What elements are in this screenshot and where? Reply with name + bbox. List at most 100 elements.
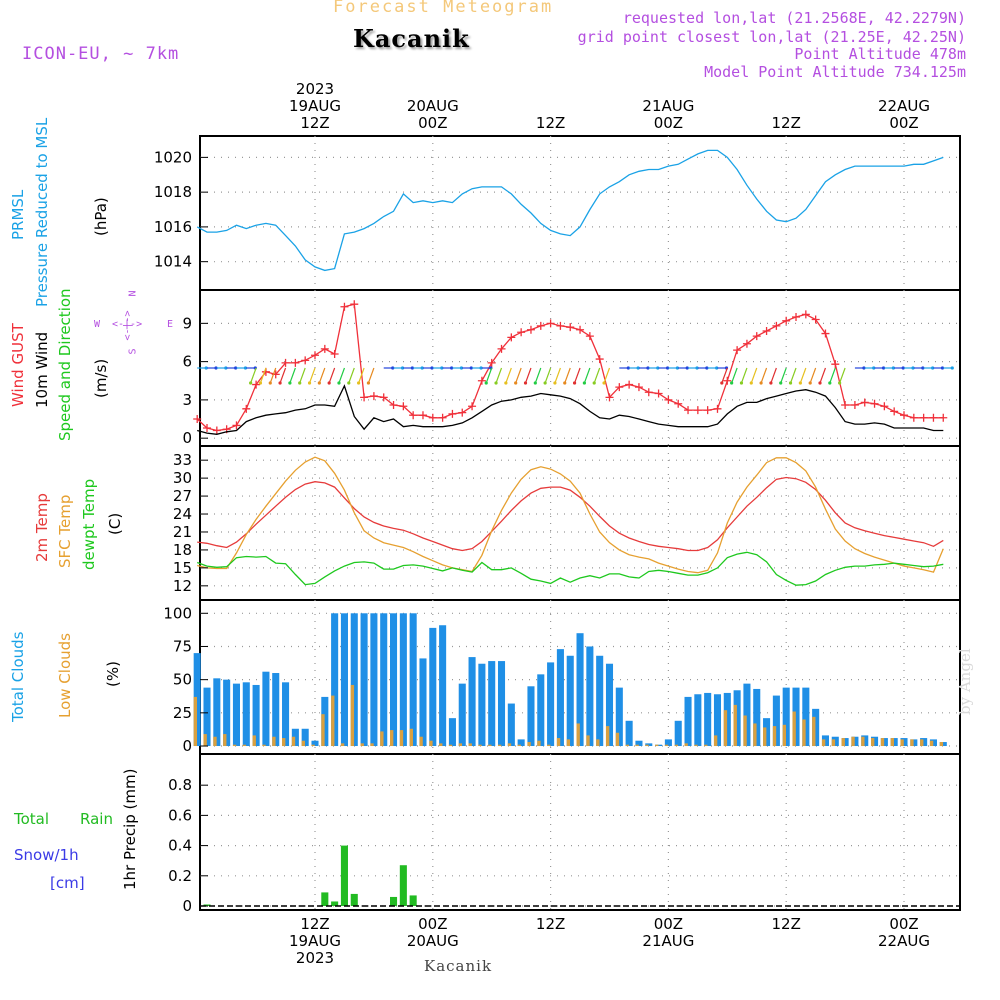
wind-arrow-head — [592, 381, 596, 385]
temp-unit: (C) — [106, 512, 124, 535]
gust-point — [252, 380, 261, 389]
wind-direction-arrow — [289, 367, 296, 384]
total-clouds-bar — [370, 613, 378, 747]
point-altitude: Point Altitude 478m — [794, 45, 966, 63]
gust-point — [340, 302, 349, 311]
low-clouds-bar — [871, 738, 875, 747]
wind-direction-arrow — [534, 367, 542, 384]
low-clouds-bar — [802, 719, 806, 747]
gust-point — [811, 315, 820, 324]
pressure-ytick-label: 1016 — [154, 218, 192, 236]
wind-arrow-head — [317, 381, 321, 385]
wind-arrow-head — [307, 381, 312, 385]
low-clouds-bar — [655, 744, 659, 747]
total-clouds-bar — [213, 678, 221, 747]
wind-direction-arrow — [564, 367, 571, 384]
wind-arrow-head — [563, 381, 567, 385]
temp-ytick-label: 12 — [173, 577, 192, 595]
low-clouds-bar — [851, 736, 855, 747]
gust-point — [242, 404, 251, 413]
watermark: by Angel — [956, 648, 974, 715]
wind-direction-arrow — [308, 367, 316, 384]
low-clouds-bar — [399, 730, 404, 747]
gust-point — [634, 383, 643, 392]
wind-arrow-head — [818, 381, 822, 385]
clouds-ytick-label: 25 — [173, 704, 192, 722]
low-clouds-bar — [645, 744, 649, 747]
temp-ytick-label: 15 — [173, 559, 192, 577]
low-clouds-bar — [723, 710, 728, 747]
bottom-time-label: 12Z — [772, 915, 801, 933]
gust-point — [605, 393, 614, 402]
compass-icon: N S W E <-|-> <-|-> — [90, 287, 180, 362]
total-clouds-bar — [920, 738, 928, 747]
total-clouds-bar — [812, 708, 820, 747]
gust-point — [742, 339, 751, 348]
low-clouds-bar — [861, 736, 865, 747]
low-clouds-bar — [389, 730, 394, 747]
gust-point — [477, 376, 486, 385]
wind-direction-arrow — [839, 367, 846, 384]
wind-direction-arrow — [279, 367, 287, 384]
wind-arrow-head — [494, 381, 498, 385]
wind-arrow-head — [788, 381, 793, 385]
gust-point — [448, 409, 457, 418]
grid-point-location: grid point closest lon,lat (21.25E, 42.2… — [577, 28, 966, 46]
total-clouds-bar — [713, 694, 722, 747]
wind-direction-arrow — [574, 367, 581, 384]
total-clouds-bar — [596, 655, 604, 747]
low-clouds-bar — [929, 740, 934, 747]
wind-direction-label: Speed and Direction — [56, 288, 74, 441]
wind-arrow-head — [479, 366, 483, 370]
compass-west: W — [94, 319, 101, 330]
clouds-ytick-label: 0 — [182, 737, 192, 755]
low-clouds-bar — [301, 740, 305, 747]
low-clouds-bar — [920, 739, 924, 747]
total-clouds-bar — [547, 662, 555, 747]
total-clouds-bar — [262, 671, 270, 747]
bottom-time-label: 19AUG — [289, 932, 341, 950]
low-clouds-bar — [272, 736, 276, 747]
compass-vertical-arrow: <-|-> — [122, 310, 134, 341]
low-clouds-bar — [586, 735, 590, 747]
total-clouds-bar — [655, 744, 663, 747]
total-clouds-bar — [232, 683, 241, 747]
gust-point — [546, 319, 555, 328]
low-clouds-bar — [193, 696, 198, 747]
total-clouds-bar — [625, 720, 633, 747]
precip-panel-frame — [199, 753, 961, 911]
total-clouds-bar — [429, 627, 437, 747]
temp-2m-temp-line — [197, 476, 944, 552]
wind-arrow-head — [420, 366, 424, 370]
wind-direction-arrow — [780, 367, 787, 384]
gust-label: Wind GUST — [9, 323, 27, 407]
low-clouds-bar — [468, 743, 472, 747]
bottom-time-label: 21AUG — [642, 932, 694, 950]
total-clouds-bar — [301, 728, 309, 747]
low-clouds-bar — [753, 723, 757, 747]
low-clouds-bar — [360, 743, 364, 747]
wind-arrow-head — [450, 366, 454, 370]
total-clouds-bar — [871, 736, 879, 747]
wind-arrow-head — [739, 381, 744, 385]
gust-point — [850, 401, 859, 409]
wind-arrow-head — [705, 366, 709, 370]
low-clouds-bar — [615, 732, 620, 747]
wind-arrow-head — [901, 366, 905, 370]
total-clouds-bar — [753, 688, 761, 747]
total-clouds-bar — [704, 692, 712, 747]
wind-arrow-head — [234, 366, 238, 370]
total-clouds-bar — [380, 613, 388, 747]
gust-point — [595, 355, 604, 364]
wind-arrow-head — [533, 381, 537, 385]
low-clouds-bar — [547, 744, 551, 747]
wind-arrow-head — [695, 366, 699, 370]
low-clouds-bar — [458, 743, 463, 747]
wind-direction-arrow — [495, 367, 503, 384]
low-clouds-bar — [527, 742, 531, 747]
pressure-prmsl-line — [196, 149, 944, 272]
gust-point — [418, 411, 427, 420]
precip-ytick-label: 0.2 — [168, 867, 192, 885]
total-clouds-bar — [645, 743, 653, 747]
low-clouds-bar — [743, 715, 747, 747]
